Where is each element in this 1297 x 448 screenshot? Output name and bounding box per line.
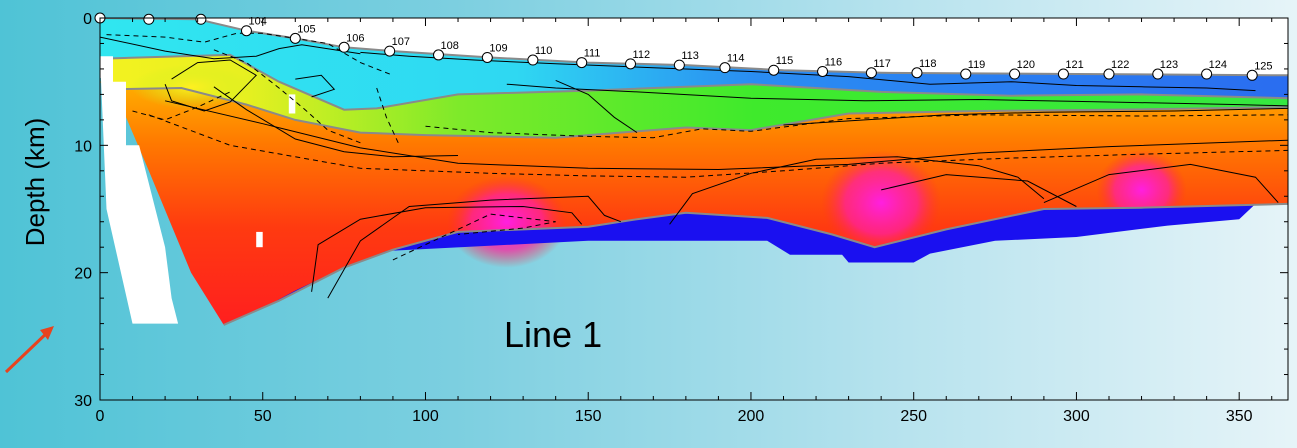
contour-14 (1043, 163, 1279, 204)
station-label-117: 117 (873, 58, 891, 70)
unsampled-patch-3 (256, 231, 263, 248)
contour-dashed-6 (148, 114, 1288, 178)
station-label-112: 112 (633, 49, 651, 61)
station-marker-110 (527, 54, 539, 66)
unsampled-patch-2 (288, 94, 296, 114)
ylabel: Depth (km) (20, 118, 50, 247)
upper-crust-region (100, 54, 1288, 138)
station-marker-105 (289, 32, 301, 44)
high-velocity-body-2 (821, 150, 942, 255)
boundary-sediment-base (100, 53, 1288, 111)
station-label-106: 106 (346, 32, 364, 44)
contour-3 (164, 59, 258, 112)
station-label-109: 109 (489, 42, 507, 54)
station-label-124: 124 (1209, 59, 1227, 71)
mantle-block-1 (223, 203, 1256, 325)
station-label-125: 125 (1254, 60, 1272, 72)
station-label-111: 111 (584, 48, 601, 60)
station-marker-106 (338, 41, 350, 53)
x-tick-label-300: 300 (1063, 408, 1090, 425)
station-label-113: 113 (681, 50, 699, 62)
contour-13 (881, 174, 1077, 207)
station-marker-112 (625, 58, 637, 70)
high-velocity-body-1 (446, 175, 567, 268)
y-tick-label-10: 10 (74, 138, 92, 155)
station-label-114: 114 (727, 53, 745, 65)
contour-1 (100, 36, 361, 60)
station-marker-118 (911, 67, 923, 79)
station-label-107: 107 (392, 36, 410, 48)
x-tick-label-50: 50 (254, 408, 272, 425)
lower-crust-region (100, 81, 1288, 325)
x-tick-label-150: 150 (575, 408, 602, 425)
station-label-120: 120 (1017, 59, 1035, 71)
station-marker-120 (1009, 68, 1021, 80)
unsampled-patch-1 (100, 56, 179, 324)
station-marker-122 (1103, 68, 1115, 80)
station-marker-109 (481, 51, 493, 63)
station-marker (195, 13, 207, 25)
station-marker-125 (1246, 69, 1258, 81)
station-marker (143, 13, 155, 25)
station-markers: 104 105 106 107 108 109 110 111 112 113 114 115 116 1… (94, 12, 1273, 81)
station-marker-111 (576, 57, 588, 69)
x-tick-label-350: 350 (1226, 408, 1253, 425)
velocity-contours (100, 32, 1288, 299)
station-label-115: 115 (776, 55, 794, 67)
contour-11 (311, 205, 583, 292)
line-1-annotation: Line 1 (504, 314, 602, 355)
station-marker-107 (384, 45, 396, 57)
velocity-layers (100, 18, 1288, 326)
station-marker-113 (673, 59, 685, 71)
x-tick-label-100: 100 (412, 408, 439, 425)
station-marker-121 (1057, 68, 1069, 80)
station-marker-108 (432, 49, 444, 61)
contour-2 (360, 51, 1256, 92)
station-marker-123 (1152, 68, 1164, 80)
station-marker-116 (817, 65, 829, 77)
contour-7 (164, 100, 1288, 171)
contour-12 (669, 156, 1045, 225)
station-label-122: 122 (1111, 59, 1129, 71)
station-marker-117 (865, 67, 877, 79)
x-tick-label-0: 0 (96, 408, 105, 425)
station-label-104: 104 (248, 16, 266, 28)
y-tick-label-0: 0 (83, 11, 92, 28)
station-marker-119 (960, 68, 972, 80)
station-label-105: 105 (297, 23, 315, 35)
station-label-121: 121 (1065, 59, 1083, 71)
contour-5 (506, 83, 1288, 107)
station-label-118: 118 (919, 58, 937, 70)
station-marker-124 (1201, 68, 1213, 80)
station-label-116: 116 (825, 56, 843, 68)
station-marker-114 (719, 62, 731, 74)
x-tick-label-200: 200 (738, 408, 765, 425)
contour-9 (783, 107, 1288, 126)
x-tick-label-250: 250 (900, 408, 927, 425)
contour-8 (213, 86, 459, 158)
contour-4 (295, 74, 336, 98)
station-label-108: 108 (440, 40, 458, 52)
plot-frame (99, 17, 1289, 401)
red-arrow-icon (4, 326, 54, 374)
station-label-123: 123 (1160, 59, 1178, 71)
boundary-upper-crust-base (109, 86, 1288, 139)
station-label-110: 110 (535, 45, 553, 57)
contour-10 (327, 195, 621, 299)
y-tick-label-30: 30 (74, 393, 92, 410)
sediment-region (100, 18, 1288, 110)
contour-6 (555, 79, 638, 134)
axes: 0 50 100 150 200 250 300 350 0 10 20 30 (74, 11, 1289, 425)
station-marker-115 (768, 64, 780, 76)
contour-dashed-7 (392, 213, 556, 261)
contour-dashed-2 (213, 49, 361, 144)
boundary-moho (223, 202, 1288, 326)
contour-dashed-4 (376, 87, 400, 146)
station-label-119: 119 (968, 59, 986, 71)
station-marker-104 (240, 25, 252, 37)
y-tick-label-20: 20 (74, 266, 92, 283)
